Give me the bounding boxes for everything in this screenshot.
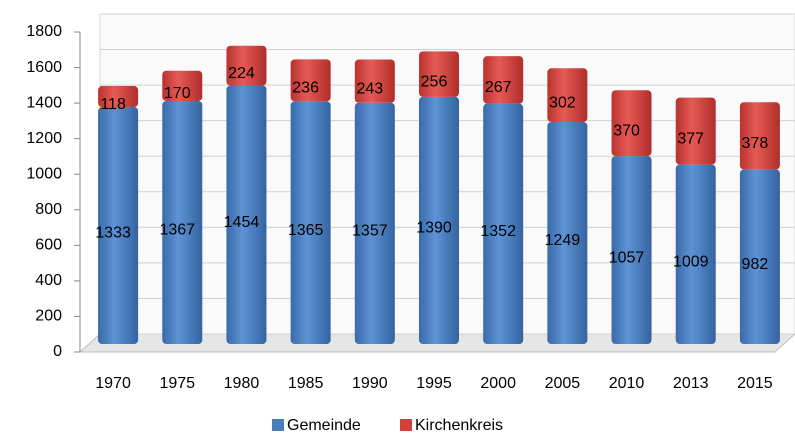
bar-segment (611, 156, 652, 344)
y-tick-label: 1000 (26, 165, 62, 182)
data-label: 378 (742, 135, 769, 152)
data-label: 170 (164, 85, 191, 102)
bar-segment (98, 86, 139, 108)
bar-segment (739, 102, 780, 170)
data-label: 370 (613, 122, 640, 139)
y-tick-label: 200 (35, 308, 62, 325)
data-label: 1333 (95, 225, 131, 242)
x-tick-label: 1970 (95, 375, 131, 392)
bar-segment (739, 169, 780, 344)
bar-segment (354, 59, 395, 103)
data-label: 1057 (609, 249, 645, 266)
x-tick-label: 2010 (609, 375, 645, 392)
data-label: 267 (485, 79, 512, 96)
data-label: 1249 (545, 232, 581, 249)
data-label: 1454 (224, 214, 260, 231)
x-tick-label: 2013 (673, 375, 709, 392)
legend-swatch (272, 419, 284, 431)
data-label: 256 (421, 73, 448, 90)
y-tick-label: 1600 (26, 59, 62, 76)
data-label: 224 (228, 65, 255, 82)
x-tick-label: 1995 (416, 375, 452, 392)
data-label: 1390 (416, 220, 452, 237)
x-tick-label: 1985 (288, 375, 324, 392)
bar-segment (483, 56, 524, 104)
y-tick-label: 1400 (26, 94, 62, 111)
legend-label: Kirchenkreis (415, 417, 503, 434)
bar-segment (226, 85, 267, 344)
bar-segment (611, 90, 652, 157)
bar-segment (547, 68, 588, 122)
y-tick-label: 800 (35, 201, 62, 218)
y-tick-label: 0 (53, 343, 62, 360)
x-tick-label: 1980 (224, 375, 260, 392)
legend-swatch (400, 419, 412, 431)
x-tick-label: 2015 (737, 375, 773, 392)
y-tick-label: 400 (35, 272, 62, 289)
bar-segment (290, 101, 331, 344)
data-label: 1367 (159, 222, 195, 239)
data-label: 377 (677, 130, 704, 147)
bar-segment (547, 121, 588, 344)
bar-segment (483, 103, 524, 345)
legend-label: Gemeinde (287, 417, 361, 434)
bar-segment (290, 59, 331, 102)
y-tick-label: 600 (35, 237, 62, 254)
bar-segment (162, 70, 203, 101)
data-label: 236 (292, 80, 319, 97)
x-tick-label: 1975 (159, 375, 195, 392)
x-tick-label: 1990 (352, 375, 388, 392)
bar-segment (675, 164, 716, 344)
data-label: 118 (100, 96, 126, 113)
bar-segment (675, 97, 716, 165)
y-tick-label: 1200 (26, 130, 62, 147)
data-label: 1357 (352, 223, 388, 240)
bar-segment (419, 96, 459, 344)
data-label: 1352 (480, 223, 516, 240)
data-label: 1365 (288, 222, 324, 239)
bar-segment (354, 102, 395, 344)
x-tick-label: 2000 (480, 375, 516, 392)
data-label: 1009 (673, 254, 709, 271)
bar-segment (226, 45, 267, 86)
data-label: 243 (356, 80, 383, 97)
bar-segment (162, 100, 203, 344)
y-tick-label: 1800 (26, 23, 62, 40)
data-label: 302 (549, 94, 576, 111)
bar-segment (419, 51, 459, 97)
data-label: 982 (742, 256, 769, 273)
bar-segment (98, 107, 139, 345)
x-tick-label: 2005 (545, 375, 581, 392)
